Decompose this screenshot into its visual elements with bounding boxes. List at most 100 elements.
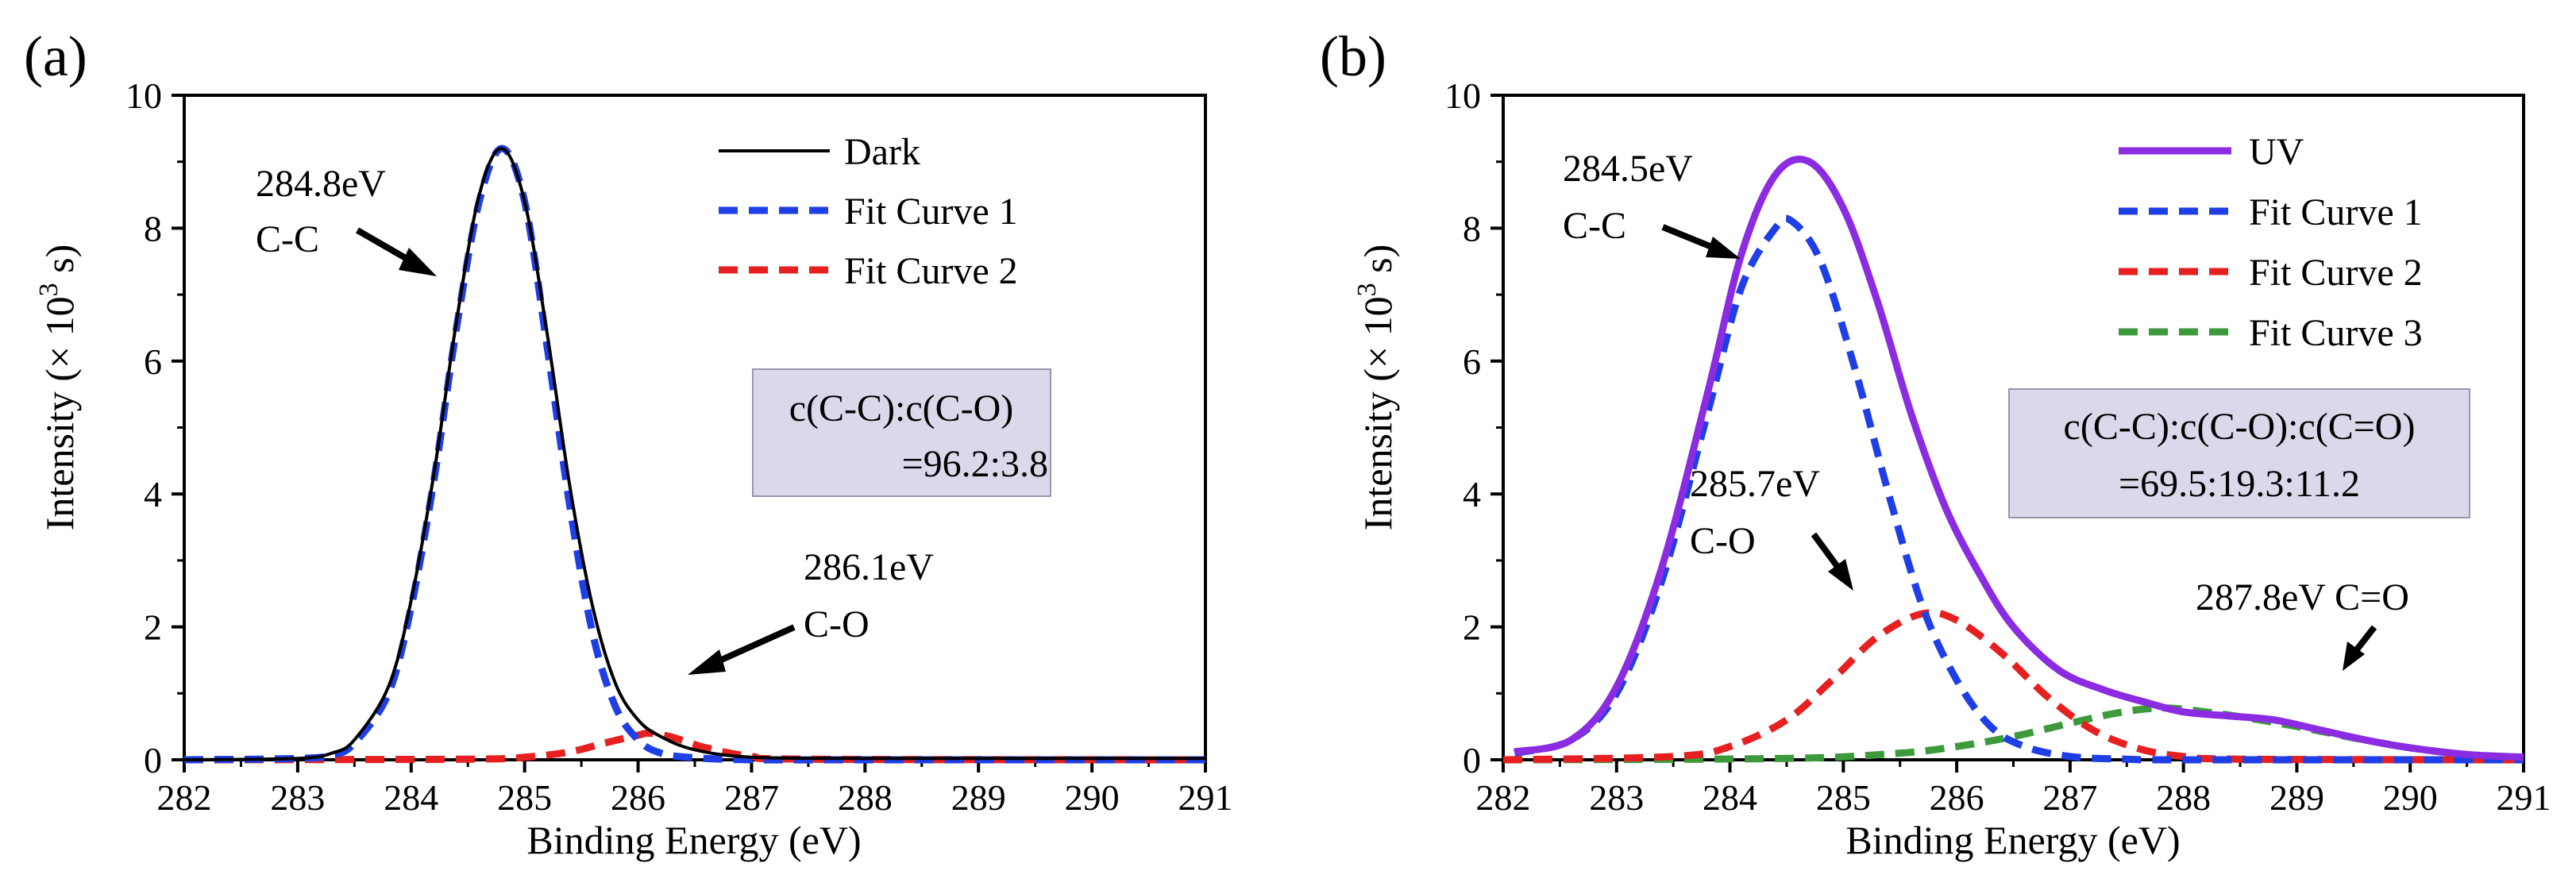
y-tick-label: 2 (144, 607, 162, 648)
x-tick-label: 287 (724, 777, 779, 818)
x-tick-label: 290 (2383, 777, 2438, 818)
series-line-fit-curve-2 (183, 729, 1206, 764)
series-line-uv (1514, 156, 2524, 761)
annotation-c-double-o-arrow (2351, 625, 2377, 655)
y-axis-title-main: Intensity (× 10 (37, 296, 82, 530)
x-tick-label: 287 (2042, 777, 2097, 818)
series-line-dark (183, 147, 1205, 761)
annotation-cc: 284.5eV C-C (1563, 148, 1741, 259)
y-axis-title-tail: s) (1355, 245, 1400, 283)
ratio-box-line2: =69.5:19.3:11.2 (2119, 463, 2360, 505)
x-tick-label: 286 (611, 777, 665, 818)
x-tick-label: 285 (497, 777, 552, 818)
ratio-box-line1: c(C-C):c(C-O) (789, 387, 1014, 430)
annotation-co: 286.1eV C-O (688, 546, 934, 675)
x-tick-label: 284 (384, 777, 438, 818)
annotation-cc-energy: 284.8eV (256, 163, 386, 205)
annotation-cc-energy: 284.5eV (1563, 148, 1693, 190)
series-line-fit-curve-2 (1502, 609, 2524, 764)
y-tick-label: 4 (1463, 474, 1481, 514)
legend-item-fit-curve-2: Fit Curve 2 (719, 250, 1018, 292)
legend-label-fit-curve-2: Fit Curve 2 (2249, 252, 2423, 294)
annotation-co-arrow (708, 624, 796, 668)
annotation-co-arrowhead (688, 649, 726, 675)
x-tick-label: 290 (1065, 777, 1120, 818)
legend-label-dark: Dark (844, 131, 920, 173)
x-tick-label: 288 (2156, 777, 2211, 818)
y-tick-label: 6 (1463, 341, 1481, 382)
x-tick-label: 289 (951, 777, 1006, 818)
legend-item-fit-curve-2: Fit Curve 2 (2119, 252, 2423, 294)
legend-item-fit-curve-1: Fit Curve 1 (719, 191, 1018, 233)
y-tick-label: 10 (1444, 75, 1481, 116)
annotation-c-double-o-label: 287.8eV C=O (2196, 576, 2409, 618)
ratio-box-background (2008, 388, 2470, 518)
y-axis-title-sup: 3 (34, 283, 64, 296)
legend-label-fit-curve-2: Fit Curve 2 (844, 250, 1018, 292)
legend-label-fit-curve-1: Fit Curve 1 (844, 191, 1018, 233)
annotation-cc-label: C-C (256, 218, 319, 260)
legend-item-dark: Dark (719, 131, 920, 173)
y-tick-label: 8 (1463, 208, 1481, 249)
x-tick-label: 285 (1816, 777, 1871, 818)
series-curves (1502, 156, 2524, 764)
ratio-box-line1: c(C-C):c(C-O):c(C=O) (2064, 406, 2416, 448)
y-axis-title: Intensity (× 103 s) (1352, 245, 1400, 530)
x-axis-title: Binding Energy (eV) (526, 818, 861, 862)
panel-a: (a) 282 283 284 285 286 287 288 289 290 291 0 2 4 6 8 1… (24, 25, 1233, 862)
x-tick-label: 286 (1930, 777, 1984, 818)
plot-area: 282 283 284 285 286 287 288 289 290 291 0 2 4 6 8 10 (1444, 75, 2551, 818)
y-tick-label: 2 (1463, 607, 1481, 648)
x-tick-label: 291 (1178, 777, 1233, 818)
series-curves (183, 144, 1206, 764)
annotation-co-energy: 285.7eV (1690, 463, 1820, 505)
legend-label-fit-curve-1: Fit Curve 1 (2249, 191, 2423, 233)
y-tick-label: 8 (144, 208, 162, 249)
panel-label: (b) (1320, 25, 1386, 88)
ratio-box: c(C-C):c(C-O) =96.2:3.8 (752, 368, 1051, 497)
y-axis-title-sup: 3 (1352, 283, 1382, 296)
y-tick-label: 4 (144, 474, 162, 514)
x-tick-label: 284 (1703, 777, 1757, 818)
annotation-cc-arrowhead (399, 248, 437, 276)
x-axis-title: Binding Energy (eV) (1845, 818, 2180, 862)
annotation-co-arrowhead (1828, 559, 1853, 591)
y-tick-label: 10 (125, 75, 162, 116)
plot-area: 282 283 284 285 286 287 288 289 290 291 0 2 4 6 8 10 (125, 75, 1233, 818)
x-tick-label: 283 (1589, 777, 1644, 818)
x-tick-label: 282 (157, 777, 212, 818)
series-line-fit-curve-1 (183, 144, 1205, 764)
annotation-c-double-o: 287.8eV C=O (2196, 576, 2409, 671)
annotation-co-energy: 286.1eV (804, 546, 934, 588)
ratio-box-line2: =96.2:3.8 (902, 443, 1048, 485)
ratio-box-background (752, 368, 1051, 497)
y-tick-label: 6 (144, 341, 162, 382)
legend: Dark Fit Curve 1 Fit Curve 2 (719, 131, 1018, 292)
x-tick-label: 289 (2269, 777, 2324, 818)
y-axis-title-tail: s) (37, 245, 82, 283)
annotation-cc-label: C-C (1563, 205, 1626, 247)
x-tick-label: 282 (1476, 777, 1531, 818)
series-line-fit-curve-3 (1502, 704, 2524, 764)
x-tick-label: 291 (2497, 777, 2551, 818)
annotation-cc: 284.8eV C-C (256, 163, 437, 276)
legend-item-uv: UV (2119, 131, 2304, 173)
panel-b: (b) 282 283 284 285 286 287 288 289 290 291 0 2 4 6 8 1… (1320, 25, 2551, 862)
series-line-fit-curve-1 (1514, 214, 2524, 764)
legend: UV Fit Curve 1 Fit Curve 2 Fit Curve 3 (2119, 131, 2423, 354)
y-axis-title: Intensity (× 103 s) (34, 245, 82, 530)
legend-label-fit-curve-3: Fit Curve 3 (2249, 312, 2423, 354)
panel-label: (a) (24, 25, 87, 88)
legend-item-fit-curve-3: Fit Curve 3 (2119, 312, 2423, 354)
annotation-co-label: C-O (804, 603, 870, 645)
x-tick-label: 288 (838, 777, 893, 818)
y-axis-title-main: Intensity (× 10 (1355, 296, 1400, 530)
y-tick-label: 0 (144, 740, 162, 780)
annotation-cc-arrowhead (1706, 237, 1741, 259)
ratio-box: c(C-C):c(C-O):c(C=O) =69.5:19.3:11.2 (2008, 388, 2470, 518)
legend-item-fit-curve-1: Fit Curve 1 (2119, 191, 2423, 233)
annotation-co-label: C-O (1690, 520, 1756, 562)
legend-label-uv: UV (2249, 131, 2304, 173)
annotation-c-double-o-arrowhead (2343, 641, 2365, 671)
